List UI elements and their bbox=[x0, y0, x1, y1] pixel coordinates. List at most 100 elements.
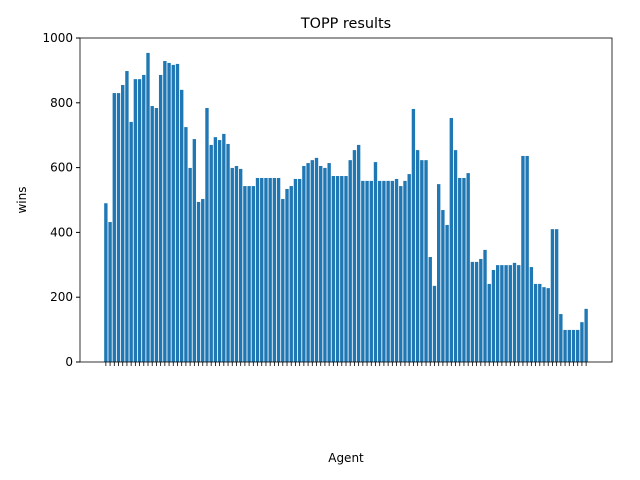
bar bbox=[525, 155, 529, 362]
bar bbox=[508, 265, 512, 362]
bar bbox=[158, 74, 163, 362]
bar bbox=[399, 186, 403, 362]
bar bbox=[180, 89, 184, 362]
bar bbox=[243, 186, 247, 362]
bar bbox=[213, 137, 218, 362]
bar bbox=[121, 84, 125, 362]
bar bbox=[251, 186, 256, 362]
bar bbox=[255, 177, 260, 362]
bar bbox=[466, 173, 470, 362]
bar bbox=[192, 139, 197, 362]
bar bbox=[302, 165, 306, 362]
bar bbox=[112, 93, 116, 362]
bar bbox=[356, 144, 361, 362]
bar bbox=[116, 93, 121, 362]
bar bbox=[230, 167, 234, 362]
bar bbox=[382, 180, 386, 362]
chart-title: TOPP results bbox=[300, 16, 391, 32]
bar bbox=[175, 63, 180, 363]
bar bbox=[201, 199, 205, 362]
bar bbox=[453, 150, 458, 362]
bar bbox=[331, 176, 336, 362]
bar bbox=[470, 261, 475, 362]
bar bbox=[234, 165, 239, 362]
bar bbox=[559, 314, 563, 362]
bar bbox=[378, 180, 382, 362]
bar bbox=[538, 283, 542, 362]
bar bbox=[150, 106, 154, 362]
bar bbox=[281, 199, 285, 362]
bar bbox=[217, 140, 222, 362]
bar bbox=[137, 79, 142, 362]
bar bbox=[584, 308, 588, 362]
bar bbox=[521, 155, 525, 362]
bar bbox=[365, 180, 369, 362]
bar bbox=[483, 249, 487, 362]
bar bbox=[500, 265, 504, 362]
bar bbox=[205, 107, 209, 362]
bar bbox=[154, 107, 159, 362]
bar bbox=[276, 177, 281, 362]
bar bbox=[108, 222, 112, 362]
bar bbox=[571, 329, 576, 362]
bar bbox=[335, 176, 340, 362]
bar bbox=[352, 150, 357, 362]
bar bbox=[344, 176, 348, 362]
bar bbox=[394, 178, 399, 362]
bar bbox=[264, 177, 268, 362]
bar bbox=[327, 163, 331, 362]
bar bbox=[386, 180, 390, 362]
bar bbox=[348, 160, 352, 362]
bar bbox=[319, 165, 323, 362]
bar bbox=[411, 108, 416, 363]
bar bbox=[449, 118, 454, 362]
bar bbox=[546, 288, 550, 362]
bar bbox=[209, 144, 213, 362]
bar bbox=[247, 186, 251, 362]
bar bbox=[146, 52, 150, 363]
bar bbox=[432, 285, 437, 362]
bar bbox=[529, 267, 534, 362]
bar bbox=[163, 61, 167, 363]
bar bbox=[580, 322, 584, 362]
bar bbox=[125, 71, 129, 362]
bar bbox=[293, 178, 298, 362]
y-tick-label: 400 bbox=[50, 225, 73, 239]
bar bbox=[196, 201, 201, 362]
bar bbox=[424, 160, 428, 362]
bar bbox=[289, 186, 293, 362]
bar bbox=[369, 180, 373, 362]
bar bbox=[361, 180, 365, 362]
bar bbox=[272, 177, 277, 362]
bar bbox=[567, 329, 571, 362]
bar bbox=[142, 74, 146, 362]
bar bbox=[487, 283, 491, 362]
bar bbox=[167, 62, 171, 362]
bar bbox=[260, 177, 264, 362]
y-tick-label: 1000 bbox=[42, 31, 73, 45]
bar bbox=[542, 287, 546, 362]
x-axis-label: Agent bbox=[328, 451, 364, 465]
bar bbox=[222, 133, 226, 362]
bar bbox=[420, 160, 424, 362]
bar bbox=[504, 265, 508, 362]
bar bbox=[285, 188, 289, 362]
bar bbox=[310, 160, 314, 362]
bar bbox=[428, 257, 432, 362]
bar bbox=[306, 163, 310, 362]
bar bbox=[314, 157, 319, 362]
bar bbox=[238, 168, 243, 362]
bar bbox=[517, 265, 521, 362]
y-tick-label: 0 bbox=[65, 355, 73, 369]
bar bbox=[445, 224, 449, 362]
bar bbox=[550, 229, 555, 362]
bar bbox=[512, 262, 517, 362]
bar bbox=[268, 177, 272, 362]
bar bbox=[133, 79, 138, 362]
bar bbox=[458, 177, 462, 362]
bar bbox=[340, 176, 344, 362]
bar bbox=[184, 127, 188, 362]
plot-frame bbox=[79, 37, 613, 363]
bar bbox=[576, 329, 580, 362]
bar bbox=[390, 180, 395, 362]
